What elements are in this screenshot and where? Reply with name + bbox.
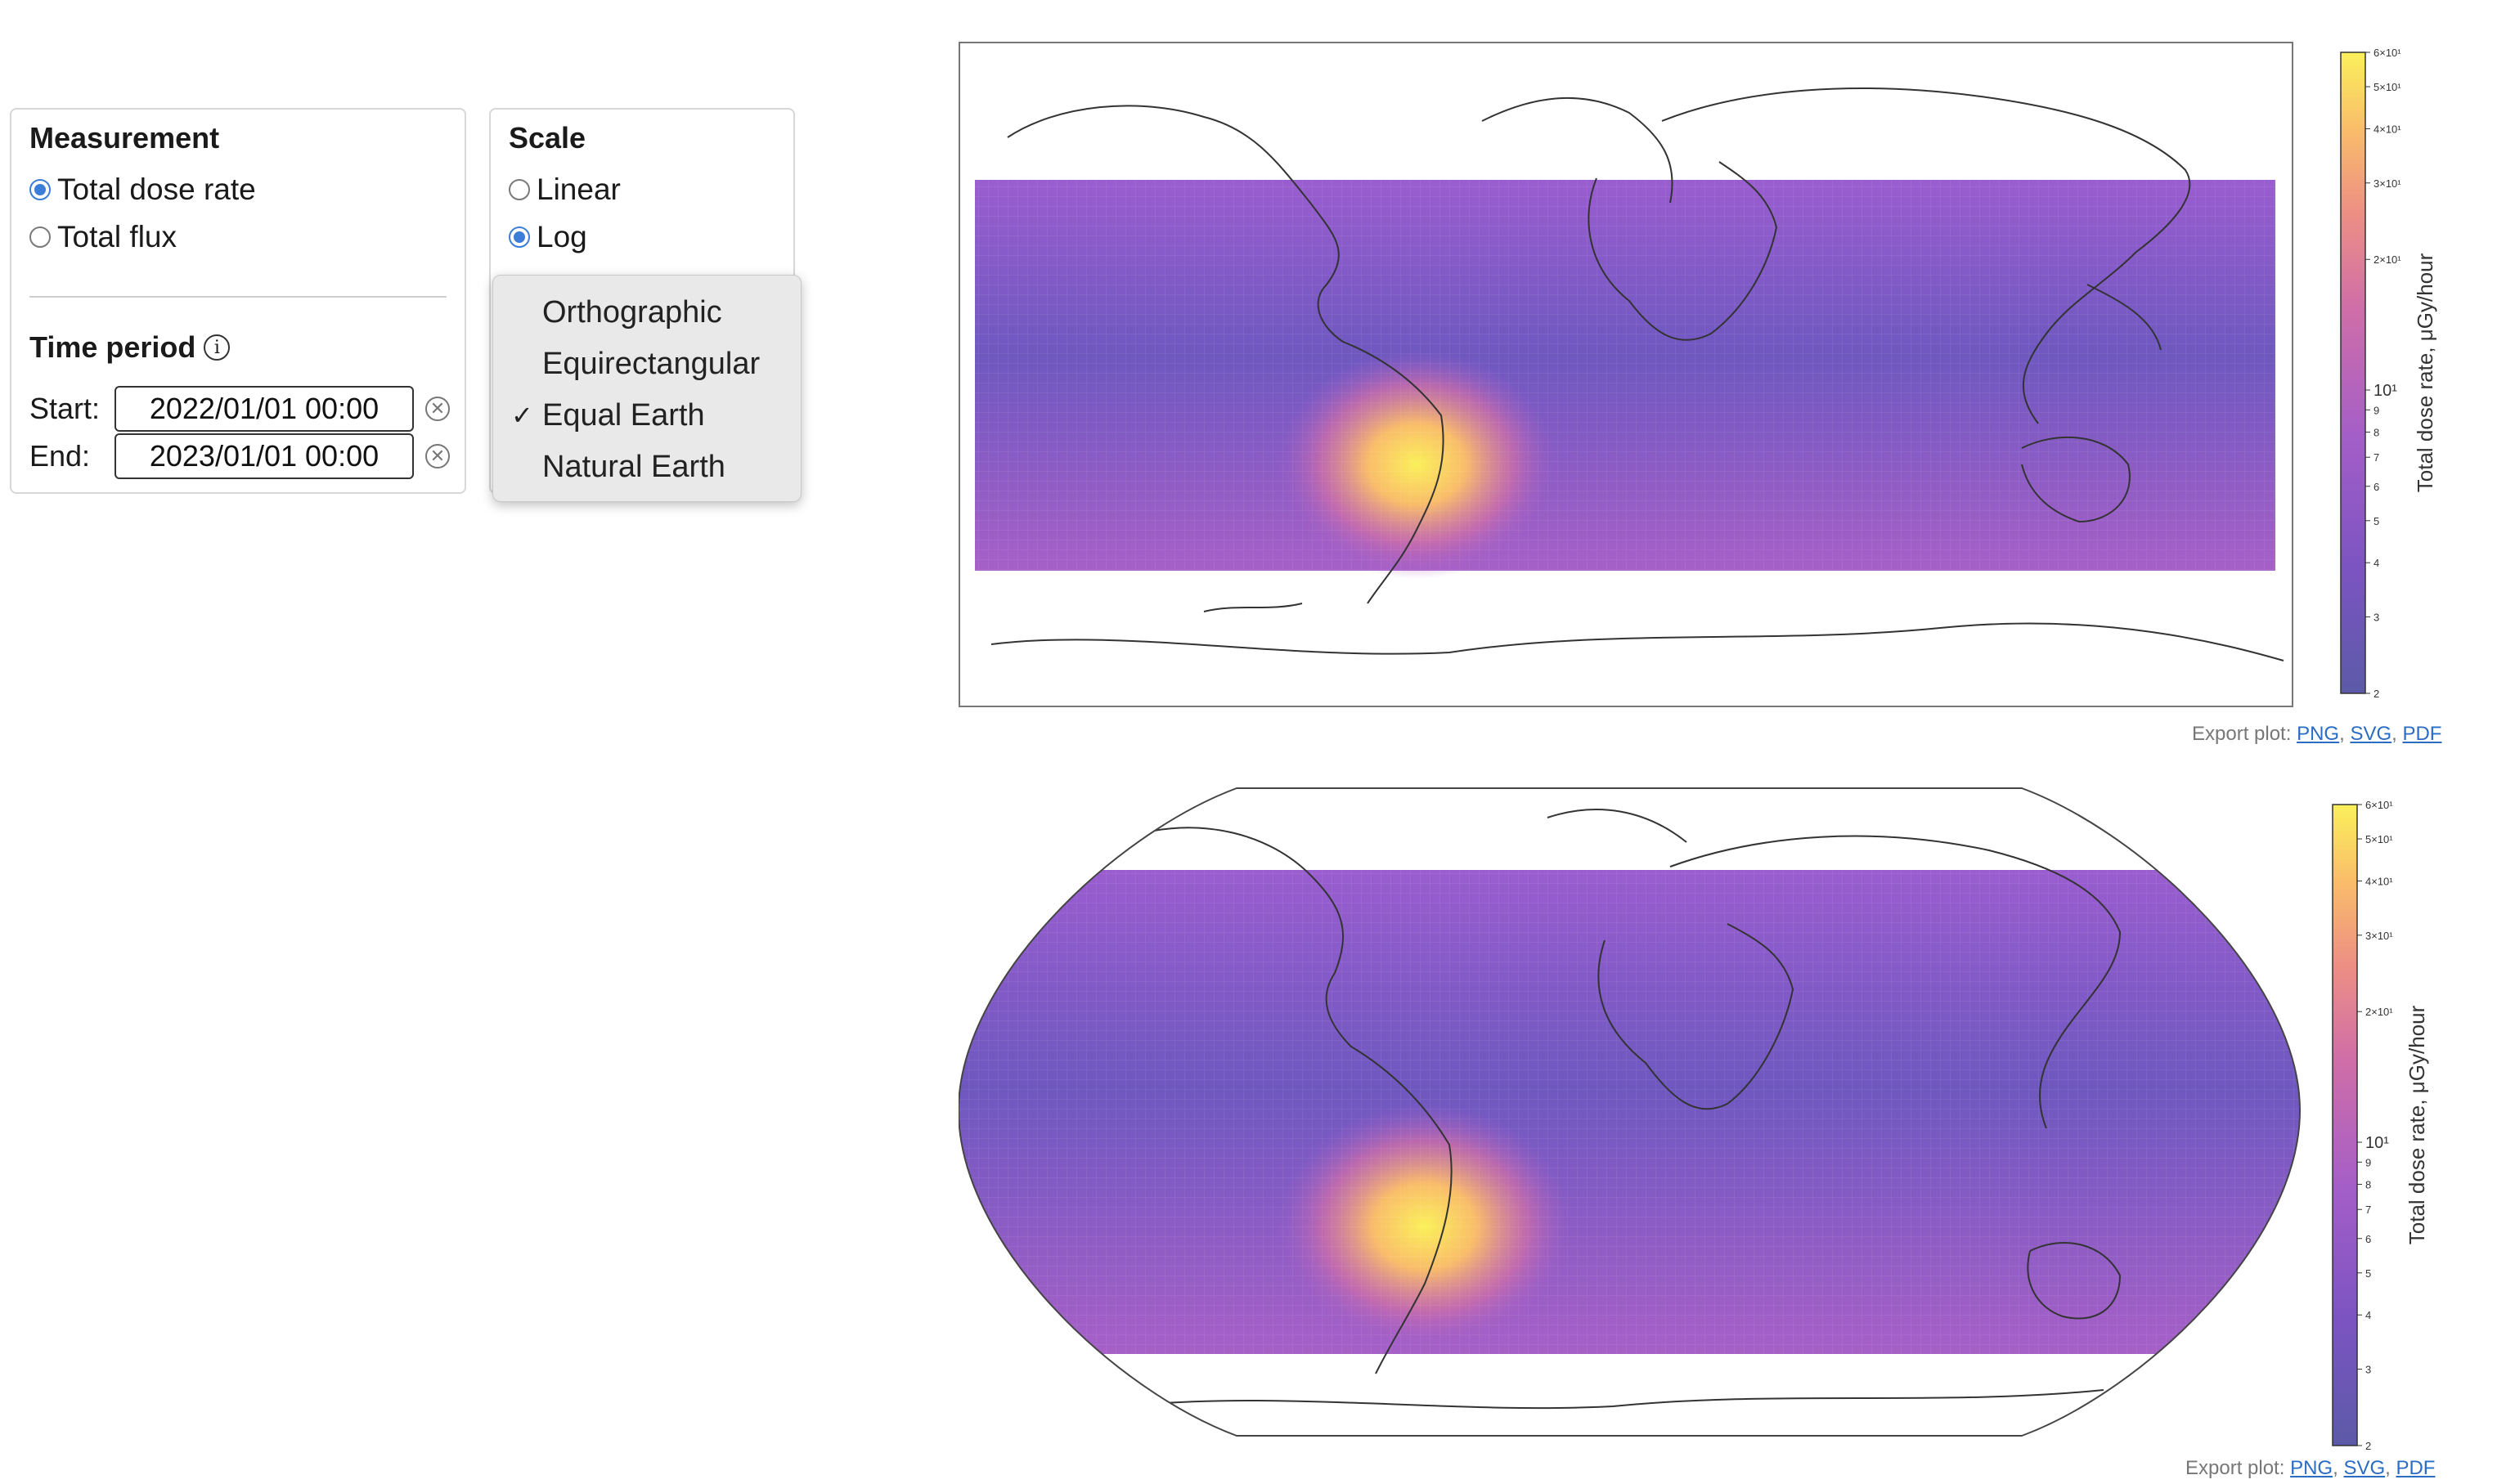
menu-item-label: Natural Earth	[542, 450, 725, 484]
colorbar	[2340, 52, 2366, 694]
colorbar-tick-label: 2	[2373, 688, 2379, 700]
coastlines	[990, 87, 2284, 661]
time-period-label: Time period	[29, 330, 196, 364]
end-date-input[interactable]	[115, 433, 414, 479]
export-plot-1: Export plot: PNG, SVG, PDF	[2192, 723, 2442, 745]
colorbar-tick-label: 8	[2365, 1178, 2371, 1190]
projection-menu: Orthographic Equirectangular ✓ Equal Ear…	[492, 275, 802, 502]
info-icon[interactable]: i	[204, 334, 231, 361]
colorbar-tick-label: 5×10¹	[2365, 833, 2393, 845]
export-svg-link[interactable]: SVG	[2343, 1457, 2386, 1479]
radio-total-dose-rate[interactable]: Total dose rate	[29, 172, 256, 208]
scale-title: Scale	[509, 121, 586, 155]
colorbar-tick-label: 10¹	[2365, 1134, 2389, 1152]
colorbar-tick-label: 2×10¹	[2365, 1006, 2393, 1018]
colorbar-tick-label: 6×10¹	[2373, 47, 2401, 59]
colorbar-tick-label: 3×10¹	[2365, 930, 2393, 942]
measurement-panel: Measurement Total dose rate Total flux T…	[10, 108, 466, 494]
export-svg-link[interactable]: SVG	[2350, 723, 2392, 745]
colorbar-tick-label: 3	[2373, 612, 2379, 624]
export-png-link[interactable]: PNG	[2290, 1457, 2333, 1479]
colorbar-tick-label: 6	[2373, 481, 2379, 493]
radio-label: Linear	[537, 173, 621, 206]
menu-item-equal-earth[interactable]: ✓ Equal Earth	[493, 390, 801, 442]
end-row: End: ✕	[29, 433, 450, 479]
radio-label: Total dose rate	[57, 173, 256, 206]
start-date-input[interactable]	[115, 386, 414, 432]
colorbar-ticks: 6×10¹ 5×10¹ 4×10¹ 3×10¹ 2×10¹ 10¹ 9 8 7 6 5 4 3 2	[2365, 47, 2401, 700]
colorbar-tick-label: 8	[2373, 426, 2379, 438]
export-png-link[interactable]: PNG	[2297, 723, 2340, 745]
equal-earth-map-svg[interactable]: 6×10¹ 5×10¹ 4×10¹ 3×10¹ 2×10¹ 10¹ 9 8 7 6 5 4 3 2 Tot…	[957, 785, 2463, 1455]
colorbar-title: Total dose rate, μGy/hour	[2405, 1005, 2429, 1244]
radio-button[interactable]	[29, 226, 51, 248]
end-label: End:	[29, 439, 91, 473]
colorbar-tick-label: 4	[2373, 557, 2379, 569]
clear-start-icon[interactable]: ✕	[425, 397, 450, 421]
colorbar-tick-label: 2	[2365, 1440, 2371, 1452]
export-plot-2: Export plot: PNG, SVG, PDF	[2185, 1457, 2436, 1479]
check-icon: ✓	[511, 401, 533, 430]
menu-item-equirectangular[interactable]: Equirectangular	[493, 338, 801, 390]
colorbar-ticks: 6×10¹ 5×10¹ 4×10¹ 3×10¹ 2×10¹ 10¹ 9 8 7 6 5 4 3 2	[2357, 799, 2393, 1452]
start-row: Start: ✕	[29, 386, 450, 432]
data-grid	[959, 870, 2300, 1354]
menu-item-label: Equirectangular	[542, 347, 761, 381]
menu-item-orthographic[interactable]: Orthographic	[493, 287, 801, 338]
colorbar-tick-label: 4×10¹	[2365, 875, 2393, 887]
map-outline	[957, 787, 2302, 1437]
colorbar-tick-label: 9	[2365, 1156, 2371, 1168]
menu-item-label: Orthographic	[542, 295, 722, 330]
colorbar	[2332, 804, 2358, 1446]
export-label: Export plot:	[2185, 1457, 2285, 1479]
colorbar-tick-label: 6	[2365, 1233, 2371, 1245]
colorbar-tick-label: 7	[2373, 451, 2379, 464]
time-period-title: Time period i	[29, 330, 231, 365]
coastlines	[1121, 809, 2122, 1410]
equal-earth-map[interactable]: 6×10¹ 5×10¹ 4×10¹ 3×10¹ 2×10¹ 10¹ 9 8 7 6 5 4 3 2 Tot…	[957, 785, 2463, 1459]
colorbar-tick-label: 10¹	[2373, 382, 2397, 400]
colorbar-tick-label: 5×10¹	[2373, 81, 2401, 93]
radio-button-checked[interactable]	[29, 179, 51, 200]
colorbar-tick-label: 3×10¹	[2373, 177, 2401, 190]
radio-button[interactable]	[509, 179, 530, 200]
radio-button-checked[interactable]	[509, 226, 530, 248]
measurement-title: Measurement	[29, 121, 220, 155]
export-label: Export plot:	[2192, 723, 2292, 745]
data-grid	[975, 180, 2275, 571]
colorbar-tick-label: 9	[2373, 404, 2379, 416]
divider	[29, 296, 447, 298]
menu-item-natural-earth[interactable]: Natural Earth	[493, 442, 801, 493]
colorbar-tick-label: 7	[2365, 1204, 2371, 1216]
colorbar-tick-label: 5	[2365, 1267, 2371, 1280]
colorbar-tick-label: 3	[2365, 1364, 2371, 1376]
colorbar-tick-label: 4	[2365, 1309, 2371, 1321]
radio-total-flux[interactable]: Total flux	[29, 219, 177, 255]
clear-end-icon[interactable]: ✕	[425, 444, 450, 469]
radio-label: Total flux	[57, 220, 177, 253]
colorbar-title: Total dose rate, μGy/hour	[2413, 253, 2437, 492]
colorbar-tick-label: 5	[2373, 515, 2379, 527]
colorbar-tick-label: 4×10¹	[2373, 123, 2401, 135]
menu-item-label: Equal Earth	[542, 398, 705, 433]
equirectangular-map-svg[interactable]: 6×10¹ 5×10¹ 4×10¹ 3×10¹ 2×10¹ 10¹ 9 8 7 6 5 4 3 2 Tot…	[959, 39, 2463, 718]
radio-label: Log	[537, 220, 587, 253]
colorbar-tick-label: 2×10¹	[2373, 253, 2401, 266]
colorbar-tick-label: 6×10¹	[2365, 799, 2393, 811]
export-pdf-link[interactable]: PDF	[2396, 1457, 2436, 1479]
radio-log[interactable]: Log	[509, 219, 587, 255]
radio-linear[interactable]: Linear	[509, 172, 621, 208]
export-pdf-link[interactable]: PDF	[2402, 723, 2442, 745]
equirectangular-map[interactable]: 6×10¹ 5×10¹ 4×10¹ 3×10¹ 2×10¹ 10¹ 9 8 7 6 5 4 3 2 Tot…	[959, 39, 2463, 722]
start-label: Start:	[29, 392, 101, 425]
